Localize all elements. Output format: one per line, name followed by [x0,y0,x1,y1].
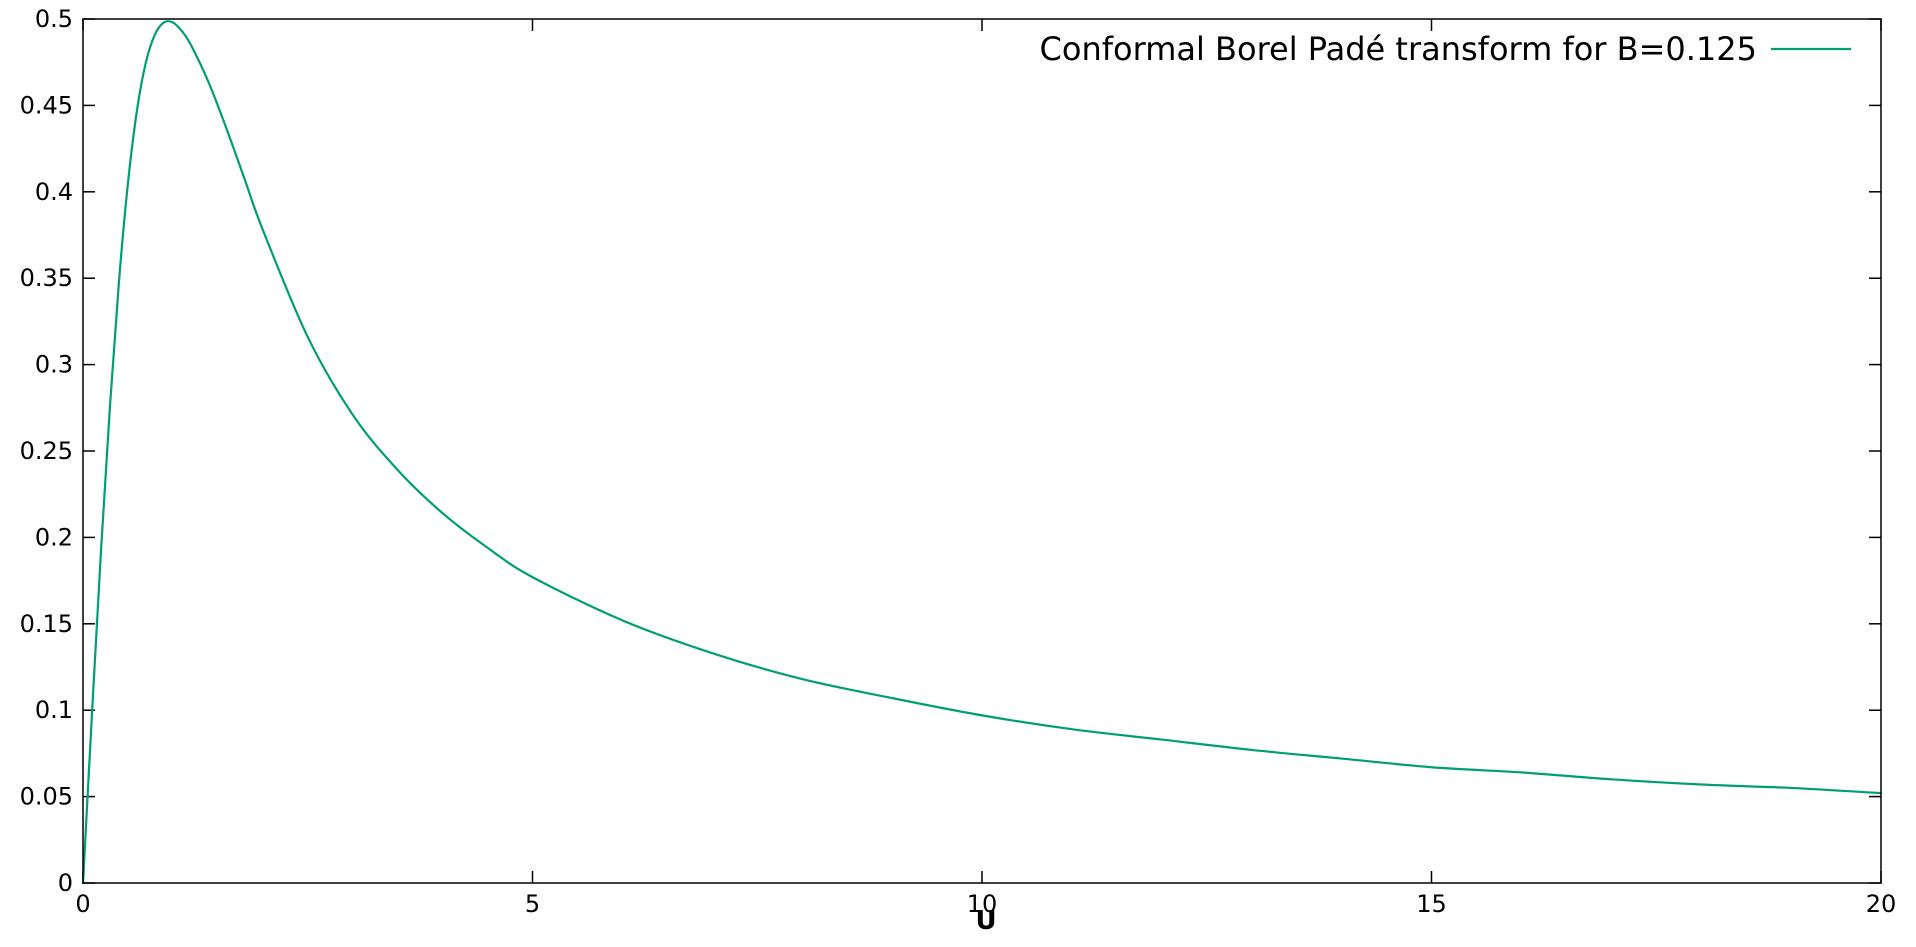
tick-labels: 0 5 10 15 20 0 0.05 0.1 0.15 0.2 0.25 0.3 0.35 0.4 0.4… [20,5,1897,918]
y-tick-label: 0.2 [35,523,73,551]
plot-frame [82,18,1882,884]
legend-label: Conformal Borel Padé transform for B=0.1… [1040,30,1757,68]
x-tick-label: 5 [525,890,540,918]
legend: Conformal Borel Padé transform for B=0.1… [1040,30,1851,68]
x-tick-label: 0 [75,890,90,918]
y-tick-label: 0.3 [35,351,73,379]
y-tick-label: 0.5 [35,5,73,33]
series-line [81,20,1883,885]
y-tick-label: 0.15 [20,610,73,638]
y-tick-label: 0.35 [20,264,73,292]
x-axis-title: U [975,906,996,936]
x-tick-label: 20 [1866,890,1897,918]
y-tick-label: 0.1 [35,696,73,724]
x-tick-label: 10 [967,890,998,918]
y-tick-label: 0.25 [20,437,73,465]
y-tick-label: 0.45 [20,91,73,119]
y-tick-label: 0 [58,869,73,897]
y-tick-label: 0.4 [35,178,73,206]
series-layer [81,20,1883,885]
x-tick-label: 15 [1416,890,1447,918]
y-tick-label: 0.05 [20,783,73,811]
